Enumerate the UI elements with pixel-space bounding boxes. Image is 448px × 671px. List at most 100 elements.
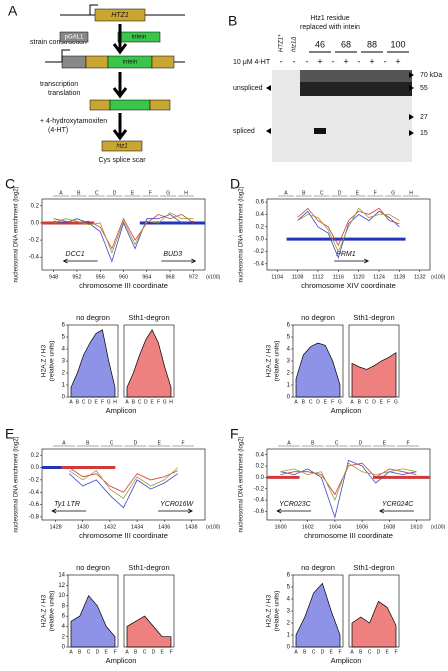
x-tick-label: E xyxy=(150,399,154,405)
x-tick-label: D xyxy=(321,649,325,655)
x-tick-label: 1434 xyxy=(131,524,143,530)
band xyxy=(300,82,412,96)
gene-box xyxy=(151,55,175,69)
x-tick-label: F xyxy=(331,399,334,405)
residue-label: 46 xyxy=(315,39,325,49)
region-label: B xyxy=(77,190,81,196)
intein-box xyxy=(109,99,151,111)
x-tick-label: C xyxy=(309,399,313,405)
area xyxy=(70,594,116,648)
y-tick-label: -0.2 xyxy=(254,486,265,492)
group-title: no degron xyxy=(301,313,335,322)
gene-label: YCR023C xyxy=(279,501,311,508)
x-tick-label: D xyxy=(152,649,156,655)
x-tick-label: C xyxy=(82,399,86,405)
x-tick-label: E xyxy=(161,649,165,655)
sign: + xyxy=(369,56,374,66)
region-label: A xyxy=(62,440,66,446)
x-axis-title: chromosome XIV coordinate xyxy=(301,281,396,290)
gene-arrow xyxy=(51,508,87,514)
region-label: G xyxy=(166,190,170,196)
product-label: htz1 xyxy=(116,144,127,150)
x-tick-label: A xyxy=(350,649,354,655)
promoter-arrow xyxy=(61,49,70,62)
x-tick-label: F xyxy=(169,649,172,655)
y-axis-title: (relative units) xyxy=(274,591,281,632)
x-tick-label: 1436 xyxy=(158,524,170,530)
x-tick-label: E xyxy=(330,649,334,655)
x-tick-label: 964 xyxy=(142,274,151,280)
x-tick-label: A xyxy=(294,649,298,655)
x-axis-title: chromosome III coordinate xyxy=(79,531,168,540)
x-tick-label: F xyxy=(387,399,390,405)
region-label: E xyxy=(383,440,387,446)
x-unit: (x100) xyxy=(431,524,446,530)
y-tick-label: 4 xyxy=(62,624,66,630)
x-tick-label: D xyxy=(96,649,100,655)
x-tick-label: 1602 xyxy=(302,524,314,530)
area xyxy=(295,342,341,398)
x-tick-label: 1120 xyxy=(353,274,365,280)
panel-b: B Htz1 residue replaced with intein unsp… xyxy=(228,13,442,162)
x-tick-label: C xyxy=(138,399,142,405)
y-tick-label: 2 xyxy=(62,634,66,640)
x-tick-label: A xyxy=(350,399,354,405)
y-axis-title: nucleosomal DNA enrichment (log2) xyxy=(239,186,245,282)
y-tick-label: 0.6 xyxy=(256,200,265,206)
x-tick-label: C xyxy=(368,649,372,655)
x-tick-label: G xyxy=(394,399,398,405)
y-tick-label: 5 xyxy=(62,335,66,341)
x-tick-label: B xyxy=(132,399,136,405)
x-tick-label: 1124 xyxy=(373,274,385,280)
y-tick-label: 6 xyxy=(62,614,66,620)
region-label: A xyxy=(59,190,63,196)
enrichment-line xyxy=(297,210,400,259)
gene-arrow xyxy=(378,508,414,514)
enrichment-line xyxy=(68,467,179,499)
y-tick-label: 2 xyxy=(287,621,291,627)
sign: + xyxy=(395,56,400,66)
y-tick-label: -0.4 xyxy=(254,261,265,267)
y-tick-label: -0.2 xyxy=(29,477,40,483)
marker-label: 27 xyxy=(420,114,428,121)
promoter-box xyxy=(61,55,87,69)
y-tick-label: 10 xyxy=(58,593,65,599)
region-label: C xyxy=(110,440,114,446)
x-tick-label: 1610 xyxy=(410,524,422,530)
enrichment-line xyxy=(68,467,178,493)
region-label: D xyxy=(134,440,138,446)
y-tick-label: 14 xyxy=(58,573,65,579)
region-label: H xyxy=(409,190,413,196)
plot-frame xyxy=(266,198,431,271)
x-tick-label: B xyxy=(303,649,307,655)
region-label: F xyxy=(374,190,377,196)
y-tick-label: 3 xyxy=(287,359,291,365)
x-tick-label: C xyxy=(87,649,91,655)
y-tick-label: 6 xyxy=(62,323,66,329)
x-tick-label: 968 xyxy=(165,274,174,280)
protein-box xyxy=(89,99,111,111)
y-tick-label: 8 xyxy=(62,603,66,609)
x-axis-title: Amplicon xyxy=(331,406,362,415)
x-tick-label: H xyxy=(169,399,173,405)
y-tick-label: 0.2 xyxy=(31,203,40,209)
x-tick-label: 1430 xyxy=(77,524,89,530)
x-tick-label: 948 xyxy=(49,274,58,280)
lane-label: HTZ1* xyxy=(279,34,285,52)
enrichment-line xyxy=(280,459,417,519)
y-tick-label: 0.2 xyxy=(256,464,265,470)
x-tick-label: 1116 xyxy=(333,274,344,280)
region-label: H xyxy=(184,190,188,196)
x-tick-label: B xyxy=(78,649,82,655)
residue-label: 100 xyxy=(390,39,405,49)
panel-label: A xyxy=(8,3,18,19)
arrow xyxy=(112,24,128,55)
x-tick-label: F xyxy=(101,399,104,405)
treatment-label: 10 μM 4-HT xyxy=(233,59,271,66)
intein-box xyxy=(117,31,161,43)
y-tick-label: -0.4 xyxy=(29,255,40,261)
residue-label: 68 xyxy=(341,39,351,49)
x-tick-label: 1600 xyxy=(274,524,286,530)
y-tick-label: 0 xyxy=(287,645,291,651)
sign: + xyxy=(343,56,348,66)
